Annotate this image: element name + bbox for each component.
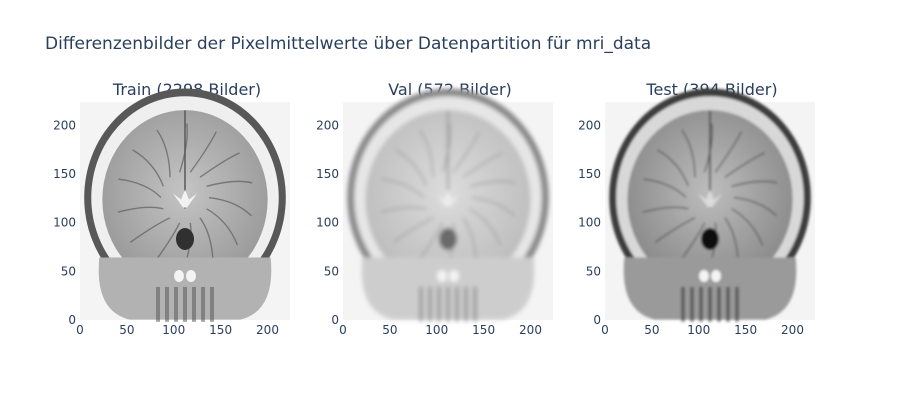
x-tick-label: 100 xyxy=(687,323,710,337)
x-tick-label: 100 xyxy=(425,323,448,337)
x-tick-label: 200 xyxy=(781,323,804,337)
lower-structure xyxy=(210,287,214,322)
lower-structure xyxy=(708,287,712,322)
x-tick-label: 100 xyxy=(162,323,185,337)
lower-structure xyxy=(419,287,423,322)
x-tick-label: 150 xyxy=(472,323,495,337)
heatmap-panel-test: Test (394 Bilder)05010015020005010015020… xyxy=(578,80,815,337)
lower-structure xyxy=(183,287,187,322)
lower-structure xyxy=(165,287,169,322)
y-tick-label: 200 xyxy=(316,118,339,132)
y-tick-label: 50 xyxy=(61,264,76,278)
x-tick-label: 150 xyxy=(209,323,232,337)
sinus-spot xyxy=(449,270,459,282)
lower-structure xyxy=(455,287,459,322)
x-tick-label: 50 xyxy=(119,323,134,337)
heatmap-image-val xyxy=(343,89,553,322)
sinus-spot xyxy=(437,270,447,282)
lower-structure xyxy=(201,287,205,322)
y-tick-label: 200 xyxy=(578,118,601,132)
lower-structure xyxy=(464,287,468,322)
y-tick-label: 0 xyxy=(68,313,76,327)
sinus-spot xyxy=(174,270,184,282)
heatmap-panel-train: Train (2298 Bilder)050100150200050100150… xyxy=(53,80,290,337)
y-tick-label: 100 xyxy=(578,216,601,230)
y-tick-label: 50 xyxy=(586,264,601,278)
sinus-spot xyxy=(699,270,709,282)
central-structure xyxy=(176,228,194,250)
sinus-spot xyxy=(711,270,721,282)
lower-structure xyxy=(681,287,685,322)
lower-structure xyxy=(473,287,477,322)
y-tick-label: 100 xyxy=(53,216,76,230)
lower-structure xyxy=(192,287,196,322)
y-tick-label: 200 xyxy=(53,118,76,132)
lower-structure xyxy=(156,287,160,322)
y-tick-label: 0 xyxy=(331,313,339,327)
lower-structure xyxy=(174,287,178,322)
x-tick-label: 50 xyxy=(644,323,659,337)
lower-structure xyxy=(726,287,730,322)
x-tick-label: 150 xyxy=(734,323,757,337)
x-tick-label: 50 xyxy=(382,323,397,337)
lower-structure xyxy=(428,287,432,322)
x-tick-label: 200 xyxy=(256,323,279,337)
y-tick-label: 150 xyxy=(578,167,601,181)
x-tick-label: 0 xyxy=(601,323,609,337)
lower-structure xyxy=(690,287,694,322)
heatmap-image-test xyxy=(605,89,815,322)
lower-structure xyxy=(446,287,450,322)
lower-structure xyxy=(735,287,739,322)
lower-structure xyxy=(699,287,703,322)
x-tick-label: 200 xyxy=(519,323,542,337)
y-tick-label: 50 xyxy=(324,264,339,278)
y-tick-label: 150 xyxy=(53,167,76,181)
sinus-spot xyxy=(186,270,196,282)
x-tick-label: 0 xyxy=(76,323,84,337)
central-structure xyxy=(701,228,719,250)
y-tick-label: 100 xyxy=(316,216,339,230)
lower-structure xyxy=(437,287,441,322)
lower-structure xyxy=(717,287,721,322)
x-tick-label: 0 xyxy=(339,323,347,337)
central-structure xyxy=(439,228,457,250)
y-tick-label: 0 xyxy=(593,313,601,327)
y-tick-label: 150 xyxy=(316,167,339,181)
heatmap-image-train xyxy=(80,89,290,322)
